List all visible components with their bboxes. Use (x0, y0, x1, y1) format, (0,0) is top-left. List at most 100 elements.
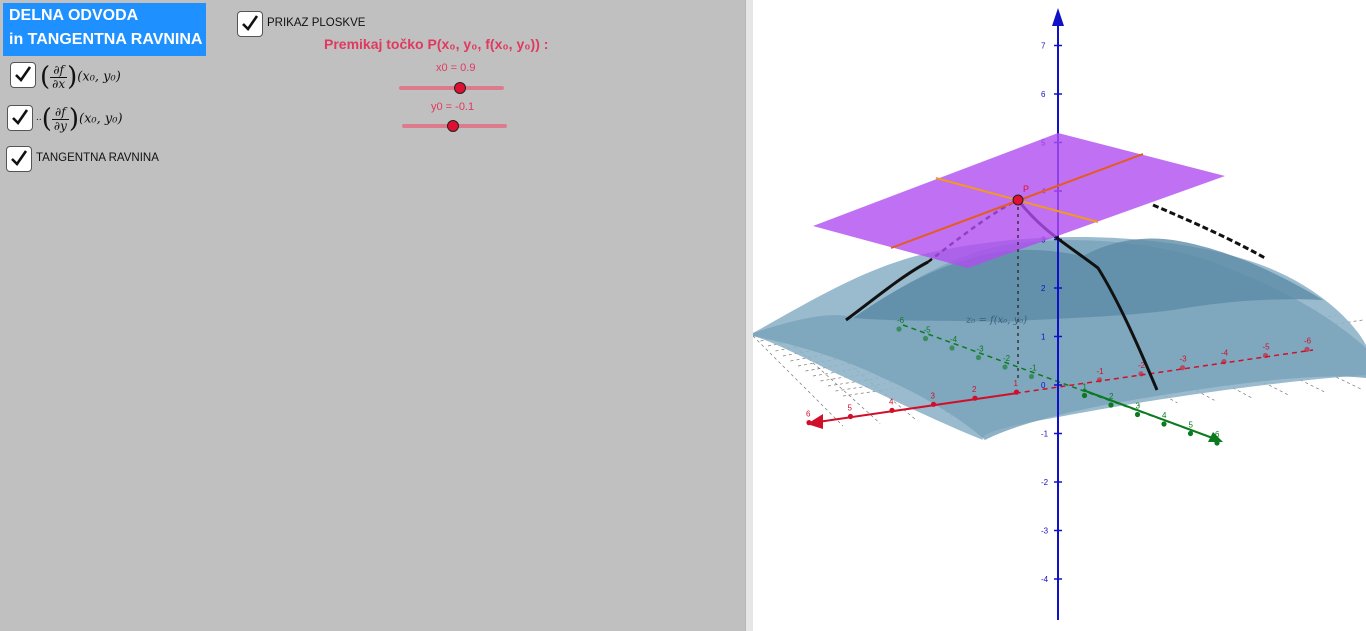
x-tick-point (847, 413, 854, 420)
x-tick-label: -1 (1097, 367, 1105, 376)
x-axis-solid (810, 392, 1019, 424)
x-tick-label: -6 (1304, 336, 1312, 345)
grid-line (777, 330, 881, 424)
x-tick-point (1304, 346, 1310, 352)
y-tick-label: 2 (1109, 392, 1114, 401)
y-tick-point (949, 345, 955, 351)
dfdx-num: ∂f (50, 63, 68, 78)
check-icon (12, 109, 29, 126)
x-tick-point (1138, 371, 1144, 377)
point-p[interactable] (1012, 194, 1024, 206)
y-tick-point (1187, 430, 1194, 437)
panel-divider[interactable] (745, 0, 753, 631)
x-tick-label: -2 (1138, 361, 1146, 370)
x-tick-label: -4 (1221, 349, 1229, 358)
x-tick-point (1013, 389, 1020, 395)
z-tick-label: -4 (1041, 575, 1049, 584)
z-axis-arrow (1052, 8, 1064, 26)
y-tick-label: -3 (977, 345, 985, 354)
y-tick-label: -5 (924, 326, 932, 335)
x-tick-point (972, 395, 978, 401)
x-tick-point (1221, 359, 1227, 365)
point-p-label: P (1023, 184, 1029, 194)
dfdy-den: ∂y (53, 118, 67, 133)
y-tick-point (1214, 440, 1220, 446)
surface-label: z₀ = f(x₀, y₀) (965, 315, 1027, 326)
x-tick-label: 6 (806, 410, 811, 419)
x-tick-label: -3 (1180, 355, 1188, 364)
x-tick-point (889, 407, 895, 413)
z-tick-label: 1 (1041, 333, 1046, 342)
y-tick-point (1134, 411, 1141, 418)
y-tick-label: -1 (1030, 364, 1038, 373)
x-tick-point (1096, 377, 1103, 383)
tangent-plane-checkbox[interactable] (6, 146, 32, 172)
x-tick-label: -5 (1263, 343, 1271, 352)
y-tick-point (922, 335, 929, 342)
y-tick-label: 4 (1162, 411, 1167, 420)
x-tick-point (930, 401, 937, 407)
y-tick-label: 1 (1083, 383, 1088, 392)
x-tick-labels: -6 -5 -4 -3 -2 -1 1 2 3 4 5 6 (806, 336, 1312, 426)
z-tick-label: 2 (1041, 284, 1046, 293)
x-tick-point (806, 420, 812, 426)
z-tick-label: -2 (1041, 478, 1049, 487)
y-tick-point (1081, 392, 1088, 399)
x-tick-point (1262, 352, 1269, 359)
x0-slider-track[interactable] (399, 86, 504, 90)
dfdx-suffix: (x₀, y₀) (77, 69, 121, 85)
y-trace-curve-back (1152, 203, 1266, 260)
y-tick-label: 5 (1189, 421, 1194, 430)
y-axis-arrow (1208, 432, 1223, 442)
check-icon (11, 150, 28, 167)
surface-label: PRIKAZ PLOSKVE (267, 17, 366, 29)
y-tick-label: -6 (897, 316, 905, 325)
x-axis-arrow (807, 414, 823, 429)
dfdy-checkbox[interactable] (7, 105, 33, 131)
y-tick-label: 6 (1215, 430, 1220, 439)
z-tick-label: 6 (1041, 90, 1046, 99)
x0-slider-knob[interactable] (454, 82, 466, 94)
y-tick-labels: -6 -5 -4 -3 -2 -1 1 2 3 4 5 6 (896, 316, 1220, 446)
algebra-panel: DELNA ODVODA in TANGENTNA RAVNINA (∂f ∂x)… (0, 0, 745, 631)
instruction-text: Premikaj točko P(x₀, y₀, f(x₀, y₀)) : (324, 36, 549, 52)
dfdy-suffix: (x₀, y₀) (79, 111, 123, 127)
z-tick-label: -1 (1041, 430, 1049, 439)
x-tick-point (1179, 365, 1186, 371)
x0-slider-label: x0 = 0.9 (436, 62, 476, 74)
y-tick-point (1108, 402, 1114, 408)
title-line-2: in TANGENTNA RAVNINA (9, 31, 203, 48)
y-tick-label: -4 (950, 335, 958, 344)
z-tick-label: 0 (1041, 381, 1046, 390)
dfdx-den: ∂x (52, 76, 66, 91)
x-tick-label: 1 (1014, 379, 1019, 388)
dfdy-label: ··(∂f ∂y)(x₀, y₀) (36, 104, 123, 134)
title-box: DELNA ODVODA in TANGENTNA RAVNINA (3, 3, 206, 56)
x-tick-label: 3 (931, 391, 936, 400)
y-axis-solid (1082, 389, 1219, 441)
x-trace-curve (845, 260, 929, 322)
z-tick-label: 7 (1041, 42, 1046, 51)
check-icon (15, 66, 32, 83)
x-tick-label: 2 (972, 385, 977, 394)
x-tick-label: 5 (848, 404, 853, 413)
y-tick-point (1161, 421, 1167, 427)
y-tick-label: -2 (1003, 354, 1011, 363)
x-tick-label: 4 (889, 397, 894, 406)
y-tick-label: 3 (1136, 402, 1141, 411)
title-line-1: DELNA ODVODA (9, 7, 139, 24)
y0-slider-knob[interactable] (447, 120, 459, 132)
surface-checkbox[interactable] (237, 11, 263, 37)
y-tick-point (1028, 373, 1035, 380)
y-tick-point (1002, 364, 1008, 370)
dfdy-prefix: ·· (36, 115, 42, 126)
dfdy-num: ∂f (51, 105, 69, 120)
y-tick-point (975, 354, 982, 361)
y0-slider-label: y0 = -0.1 (431, 101, 475, 113)
dfdx-checkbox[interactable] (10, 62, 36, 88)
tangent-plane-label: TANGENTNA RAVNINA (36, 152, 159, 164)
z-tick-label: -3 (1041, 527, 1049, 536)
check-icon (242, 15, 259, 32)
